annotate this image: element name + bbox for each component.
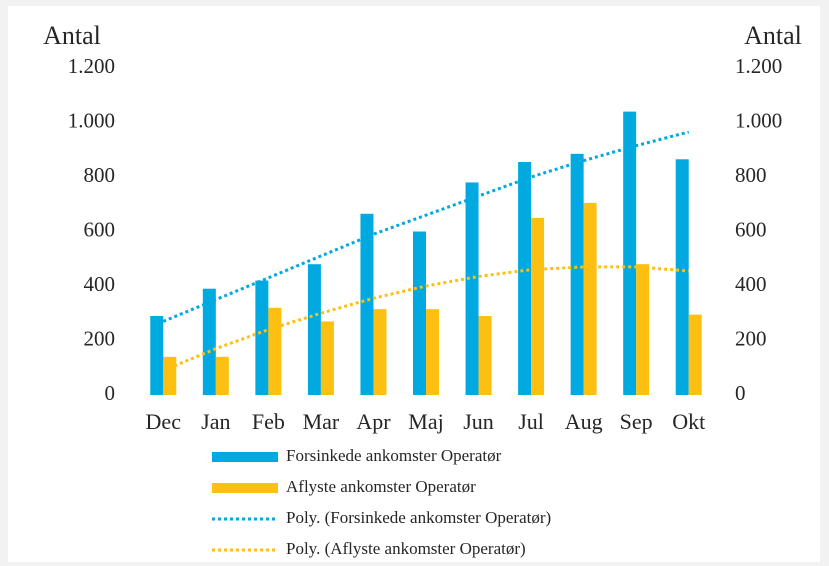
bar bbox=[360, 213, 374, 395]
x-tick-label: Mar bbox=[303, 409, 340, 434]
bar bbox=[531, 217, 545, 395]
bar bbox=[518, 162, 532, 395]
legend-label: Poly. (Aflyste ankomster Operatør) bbox=[286, 539, 526, 558]
y2-tick-label: 200 bbox=[735, 326, 767, 350]
y2-axis-title: Antal bbox=[744, 21, 802, 50]
x-tick-label: Feb bbox=[252, 409, 285, 434]
y2-tick-label: 600 bbox=[735, 217, 767, 241]
bar bbox=[570, 153, 584, 395]
y-tick-label: 400 bbox=[84, 272, 116, 296]
bar bbox=[413, 231, 426, 395]
bar bbox=[202, 288, 216, 395]
y2-tick-label: 0 bbox=[735, 381, 746, 405]
x-tick-label: Sep bbox=[620, 409, 653, 434]
y-tick-label: 800 bbox=[84, 163, 116, 187]
bar bbox=[307, 264, 321, 395]
legend-label: Aflyste ankomster Operatør bbox=[286, 477, 476, 496]
x-tick-label: Okt bbox=[672, 409, 705, 434]
legend-label: Forsinkede ankomster Operatør bbox=[286, 446, 502, 465]
bar bbox=[426, 309, 439, 395]
x-tick-label: Jun bbox=[463, 409, 494, 434]
bar bbox=[688, 314, 702, 395]
bar bbox=[215, 356, 229, 395]
y-tick-label: 1.200 bbox=[68, 54, 115, 78]
x-tick-label: Aug bbox=[565, 409, 603, 434]
legend-swatch bbox=[212, 483, 278, 493]
x-tick-label: Maj bbox=[408, 409, 443, 434]
bar bbox=[623, 111, 637, 395]
y-tick-label: 600 bbox=[84, 217, 116, 241]
y2-tick-label: 1.200 bbox=[735, 54, 782, 78]
trend-line bbox=[162, 130, 690, 323]
bar bbox=[465, 182, 479, 395]
bar bbox=[150, 315, 164, 395]
x-tick-label: Jul bbox=[518, 409, 544, 434]
legend-swatch bbox=[212, 452, 278, 462]
bar bbox=[255, 280, 269, 395]
trend-line bbox=[162, 265, 689, 372]
bar bbox=[636, 264, 650, 395]
y2-tick-label: 400 bbox=[735, 272, 767, 296]
x-tick-label: Dec bbox=[146, 409, 182, 434]
bar bbox=[320, 321, 334, 395]
bar bbox=[163, 356, 177, 395]
y2-tick-label: 800 bbox=[735, 163, 767, 187]
y-tick-label: 0 bbox=[105, 381, 116, 405]
legend-label: Poly. (Forsinkede ankomster Operatør) bbox=[286, 508, 551, 527]
bar bbox=[675, 159, 689, 395]
y2-tick-label: 1.000 bbox=[735, 108, 782, 132]
y-axis-title: Antal bbox=[43, 21, 101, 50]
x-tick-label: Apr bbox=[356, 409, 391, 434]
bar bbox=[268, 307, 282, 395]
bar bbox=[583, 202, 597, 395]
y-tick-label: 200 bbox=[84, 326, 116, 350]
bar bbox=[373, 309, 387, 395]
y-tick-label: 1.000 bbox=[68, 108, 115, 132]
bar bbox=[478, 315, 492, 395]
x-tick-label: Jan bbox=[201, 409, 230, 434]
